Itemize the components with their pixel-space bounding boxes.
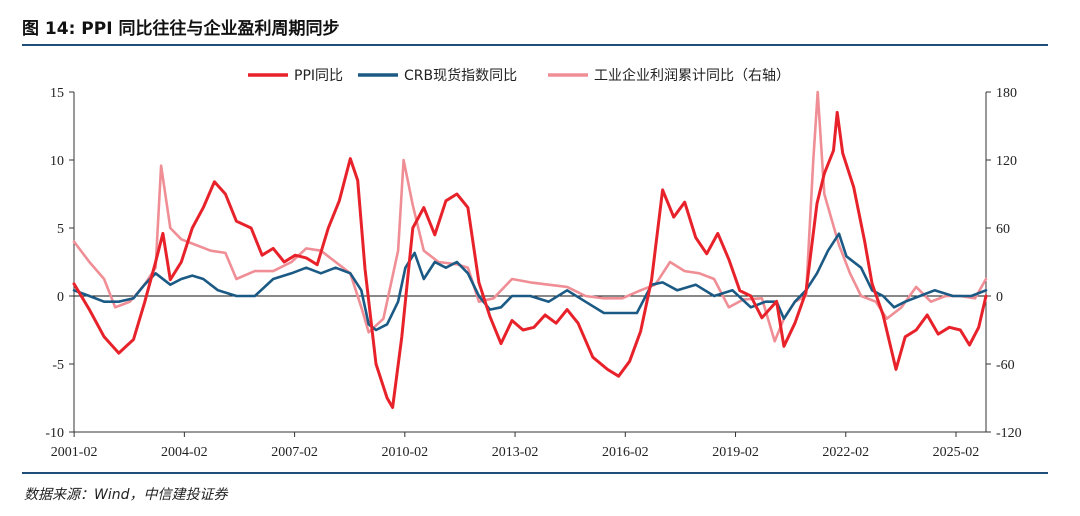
legend-label-2: 工业企业利润累计同比（右轴） [594,67,790,84]
right-tick-label: -60 [996,358,1015,373]
x-tick-label: 2022-02 [822,445,869,460]
x-tick-label: 2004-02 [161,445,208,460]
left-tick-label: 15 [50,86,64,101]
top-rule [22,44,1048,46]
x-tick-label: 2010-02 [381,445,428,460]
bottom-rule [22,472,1048,474]
source-note: 数据来源：Wind，中信建投证券 [24,487,228,503]
series-line-2 [72,90,988,343]
series-line-0 [72,110,988,409]
x-tick-label: 2001-02 [51,445,98,460]
chart-title: 图 14: PPI 同比往往与企业盈利周期同步 [22,19,340,39]
right-tick-label: 120 [996,154,1017,169]
left-tick-label: 10 [50,154,64,169]
x-tick-label: 2019-02 [712,445,759,460]
left-tick-label: 0 [57,290,64,305]
right-tick-label: 180 [996,86,1017,101]
series-line-1 [72,232,988,332]
x-tick-label: 2013-02 [492,445,539,460]
right-tick-label: 0 [996,290,1003,305]
x-tick-label: 2007-02 [271,445,318,460]
x-tick-label: 2016-02 [602,445,649,460]
legend-label-0: PPI同比 [294,68,343,84]
legend-label-1: CRB现货指数同比 [404,67,517,84]
x-tick-label: 2025-02 [933,445,980,460]
right-tick-label: 60 [996,222,1010,237]
left-tick-label: -5 [52,358,64,373]
left-tick-label: -10 [45,426,64,441]
right-tick-label: -120 [996,426,1022,441]
left-tick-label: 5 [57,222,64,237]
